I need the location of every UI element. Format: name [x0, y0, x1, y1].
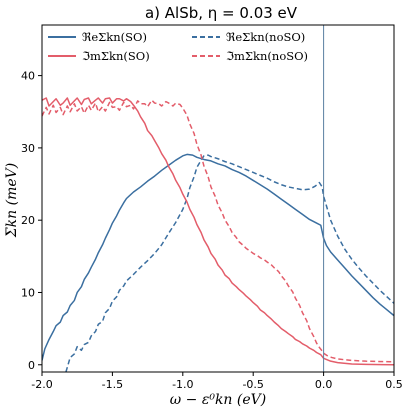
series-line-1 — [42, 153, 394, 361]
plot-frame — [41, 24, 395, 373]
x-tick-label: -1.5 — [102, 378, 123, 391]
x-tick-label: 0.5 — [385, 378, 403, 391]
legend-label: ℜeΣkn(SO) — [82, 30, 147, 44]
x-tick-label: -0.5 — [242, 378, 263, 391]
series-line-4 — [42, 99, 394, 363]
legend: ℜeΣkn(SO) ℑmΣkn(SO) ℜeΣkn(noSO) ℑmΣkn(noSO) — [48, 30, 308, 63]
x-tick-label: -2.0 — [31, 378, 52, 391]
x-tick-label: 0.0 — [315, 378, 333, 391]
series-line-3 — [42, 97, 394, 366]
series-layer — [42, 97, 394, 372]
ticks-layer: -2.0 -1.5 -1.0 -0.5 0.0 0.5 0 10 20 30 40 — [21, 70, 403, 391]
legend-label: ℜeΣkn(noSO) — [226, 30, 305, 44]
y-tick-label: 10 — [21, 286, 35, 299]
legend-label: ℑmΣkn(noSO) — [226, 49, 308, 63]
y-tick-label: 0 — [28, 359, 35, 372]
x-tick-label: -1.0 — [172, 378, 193, 391]
series-line-2 — [65, 154, 394, 372]
y-tick-label: 30 — [21, 142, 35, 155]
x-axis-label: ω − ε⁰kn (eV) — [170, 392, 266, 408]
y-tick-label: 40 — [21, 70, 35, 83]
chart-title: a) AlSb, η = 0.03 eV — [145, 4, 298, 22]
legend-label: ℑmΣkn(SO) — [82, 49, 150, 63]
y-axis-label: Σkn (meV) — [4, 163, 20, 238]
y-tick-label: 20 — [21, 214, 35, 227]
